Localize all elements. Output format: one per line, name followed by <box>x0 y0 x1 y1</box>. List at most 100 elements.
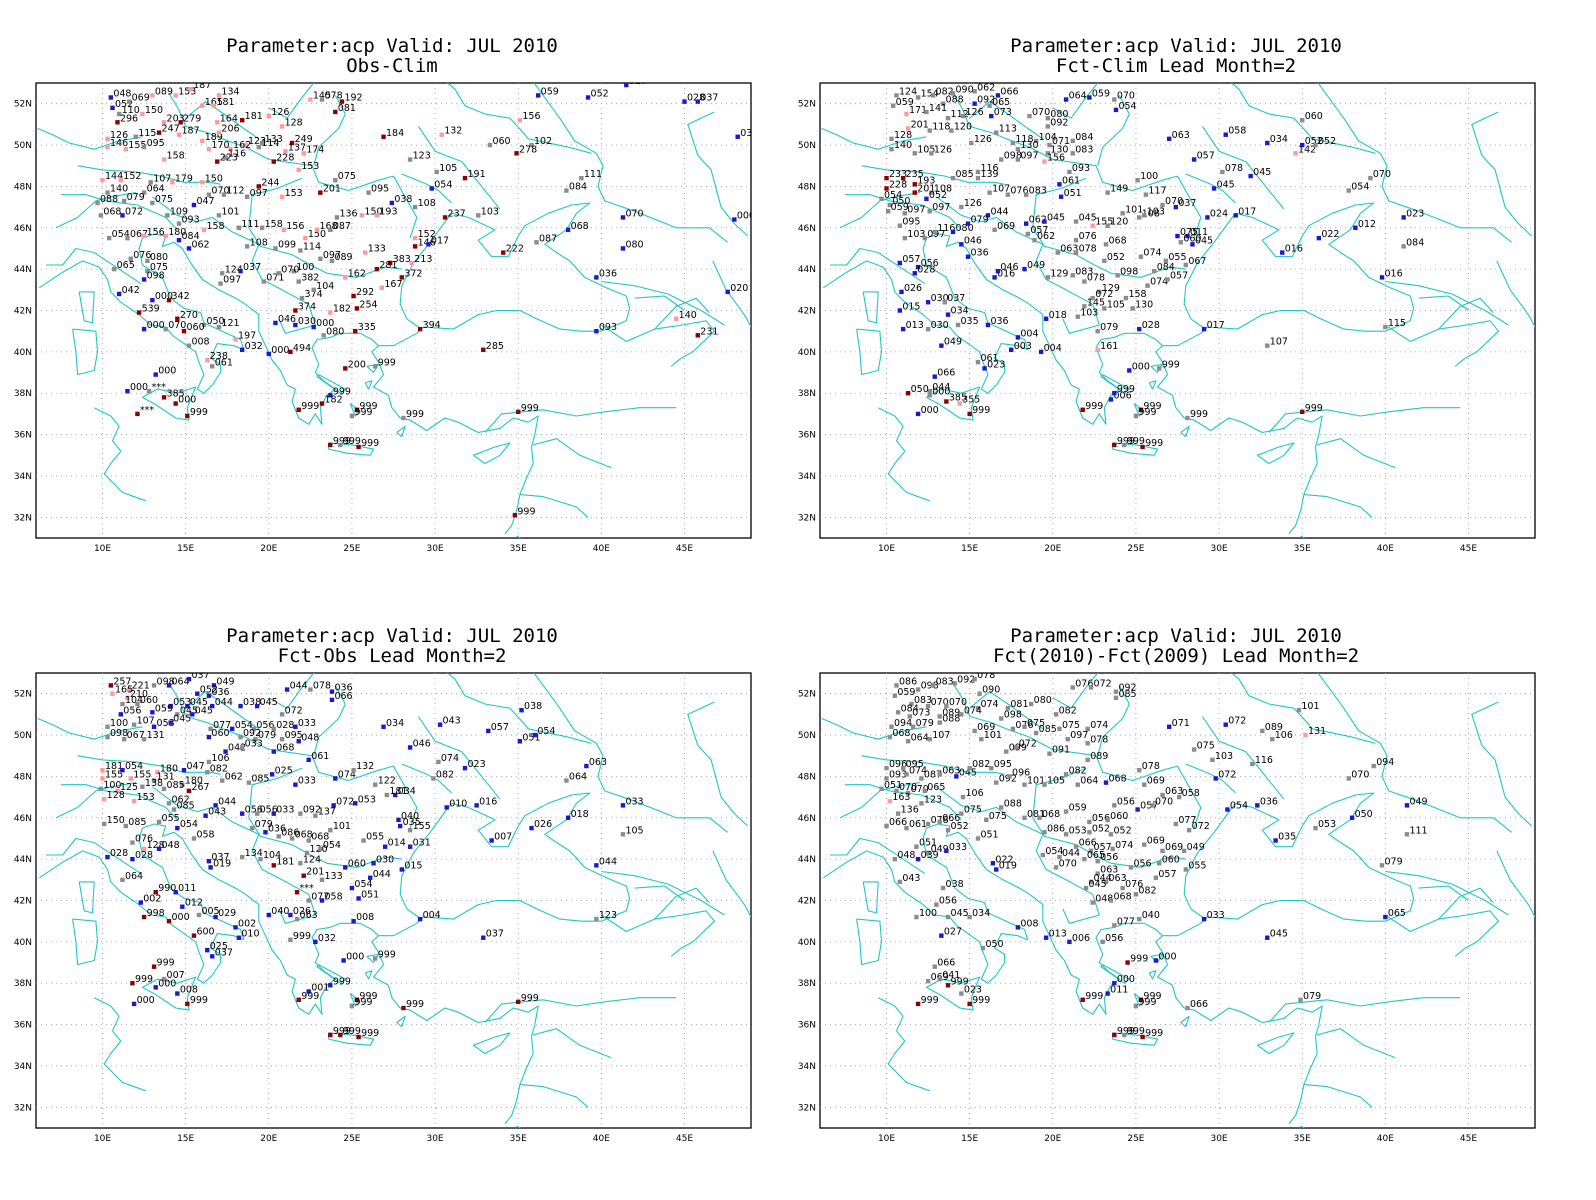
station-value: 066 <box>1000 86 1018 97</box>
station-marker <box>289 836 295 841</box>
coastline <box>72 328 99 376</box>
station-value: 038 <box>524 701 542 712</box>
coastline <box>533 1028 612 1059</box>
station-marker <box>1120 211 1125 216</box>
station-value: 126 <box>110 130 128 141</box>
station-marker <box>218 281 223 286</box>
station-value: 045 <box>180 705 198 716</box>
station-marker <box>1165 277 1170 282</box>
station-marker <box>133 134 138 139</box>
coastline <box>936 786 1100 924</box>
station-value: 049 <box>944 337 962 348</box>
station-value: 045 <box>1195 235 1213 246</box>
station-value: 000 <box>130 382 148 393</box>
station-marker <box>975 705 981 711</box>
station-value: 051 <box>980 829 998 840</box>
station-marker <box>1005 705 1011 711</box>
station-marker <box>341 958 346 963</box>
station-value: 028 <box>135 850 153 861</box>
station-marker <box>952 681 957 686</box>
station-marker <box>942 300 947 305</box>
station-value: 374 <box>298 302 316 313</box>
station-marker <box>939 343 944 348</box>
station-marker <box>254 703 260 709</box>
station-marker <box>190 712 195 717</box>
y-tick-label: 46N <box>14 224 32 234</box>
station-marker <box>1273 838 1278 843</box>
station-value: 072 <box>1192 821 1210 832</box>
panel-subtitle: Obs-Clim <box>346 55 438 77</box>
station-marker <box>306 989 311 994</box>
station-marker <box>263 830 268 835</box>
station-value: 058 <box>325 892 343 903</box>
station-marker <box>121 198 127 204</box>
station-marker <box>306 838 311 843</box>
station-marker <box>1280 250 1285 255</box>
station-value: 180 <box>160 763 178 774</box>
station-value: 028 <box>276 720 294 731</box>
station-marker <box>535 93 541 98</box>
station-value: 025 <box>210 941 228 952</box>
station-value: 059 <box>155 703 173 714</box>
coastline <box>60 194 178 231</box>
station-marker <box>417 916 423 922</box>
station-marker <box>296 997 301 1002</box>
station-value: 136 <box>901 805 919 816</box>
station-value: 000 <box>158 366 176 377</box>
station-marker <box>354 306 360 311</box>
y-tick-label: 42N <box>14 307 32 317</box>
station-marker <box>959 811 964 816</box>
station-value: 061 <box>1062 175 1080 186</box>
station-value: 145 <box>313 91 331 102</box>
station-value: 115 <box>138 128 156 139</box>
station-marker <box>620 832 626 837</box>
station-marker <box>349 1003 355 1009</box>
x-tick-label: 15E <box>177 1134 194 1144</box>
station-value: 017 <box>1238 206 1256 217</box>
station-value: 033 <box>298 776 316 787</box>
station-value: 039 <box>921 850 939 861</box>
station-marker <box>1090 223 1095 228</box>
station-value: 162 <box>348 268 366 279</box>
station-value: 078 <box>325 91 343 102</box>
station-marker <box>155 770 160 775</box>
station-marker <box>1023 221 1029 226</box>
station-value: 257 <box>113 676 131 687</box>
coastline <box>248 767 402 868</box>
station-value: 066 <box>889 817 907 828</box>
station-marker <box>984 817 989 823</box>
station-marker <box>205 357 210 363</box>
station-value: 047 <box>186 761 204 772</box>
station-marker <box>897 223 903 228</box>
station-value: 019 <box>213 858 231 869</box>
station-value: 085 <box>167 780 185 791</box>
station-marker <box>319 877 325 883</box>
station-marker <box>1023 192 1029 197</box>
station-marker <box>1201 326 1207 332</box>
station-value: 153 <box>178 86 196 97</box>
station-value: 108 <box>1142 208 1160 219</box>
station-value: 030 <box>298 316 316 327</box>
station-marker <box>1401 244 1406 249</box>
station-value: 285 <box>486 341 504 352</box>
station-marker <box>1043 316 1049 321</box>
y-tick-label: 38N <box>14 979 32 989</box>
station-value: 197 <box>238 330 256 341</box>
x-tick-label: 10E <box>94 544 111 554</box>
station-value: 152 <box>123 171 141 182</box>
station-marker <box>1233 213 1238 218</box>
station-value: 044 <box>1094 873 1112 884</box>
station-marker <box>276 271 281 276</box>
coastline <box>936 196 1100 334</box>
station-value: 071 <box>1052 136 1070 147</box>
station-marker <box>894 93 899 98</box>
station-marker <box>351 293 356 299</box>
station-marker <box>195 691 200 696</box>
station-value: 150 <box>145 105 163 116</box>
station-marker <box>271 159 276 164</box>
station-value: 999 <box>1127 1026 1145 1037</box>
station-value: 158 <box>167 151 185 162</box>
station-marker <box>895 811 901 816</box>
coastline <box>1303 1084 1373 1108</box>
station-value: 156 <box>1047 153 1065 164</box>
